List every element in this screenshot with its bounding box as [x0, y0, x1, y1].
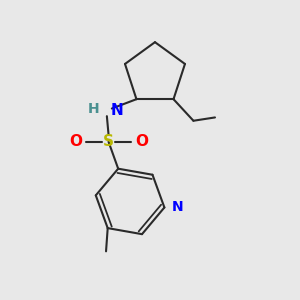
Text: N: N — [110, 103, 123, 118]
Text: O: O — [135, 134, 148, 149]
Text: N: N — [172, 200, 183, 214]
Text: H: H — [88, 101, 100, 116]
Text: O: O — [69, 134, 82, 149]
Text: S: S — [103, 134, 114, 149]
